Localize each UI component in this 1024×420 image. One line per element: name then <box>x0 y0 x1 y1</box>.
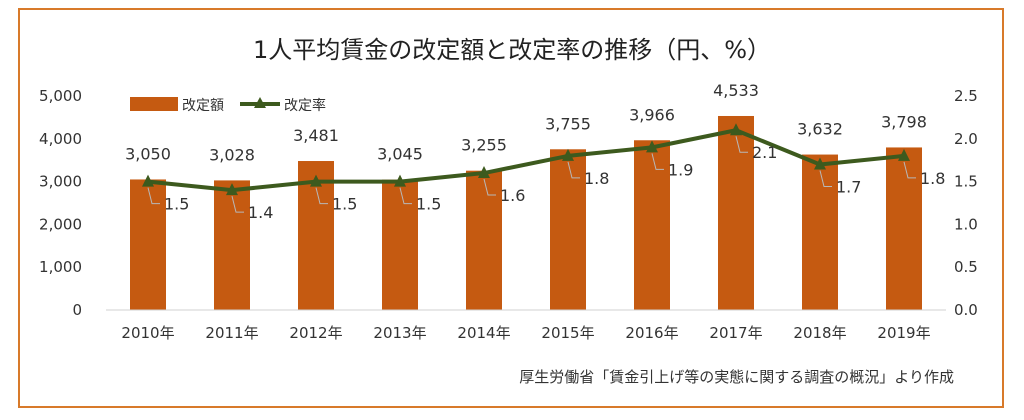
line-value-label: 1.5 <box>416 195 441 214</box>
bar-value-label: 3,255 <box>461 136 507 155</box>
leader-line <box>315 187 328 205</box>
x-tick-label: 2018年 <box>793 324 846 342</box>
bar <box>214 180 250 310</box>
left-axis: 0 1,000 2,000 3,000 4,000 5,000 <box>39 87 82 319</box>
line-value-label: 1.6 <box>500 186 525 205</box>
bar-value-label: 3,755 <box>545 114 591 133</box>
right-tick-label: 0.0 <box>954 301 978 319</box>
line-marker <box>142 174 154 187</box>
line-series <box>142 123 910 196</box>
x-tick-label: 2013年 <box>373 324 426 342</box>
leader-line <box>903 161 916 179</box>
right-tick-label: 2.0 <box>954 130 978 148</box>
legend-bar-swatch <box>130 97 178 111</box>
line-marker <box>478 166 490 179</box>
leader-line <box>651 153 664 170</box>
right-tick-label: 1.5 <box>954 173 978 191</box>
x-tick-label: 2011年 <box>205 324 258 342</box>
line-value-label: 1.4 <box>248 203 273 222</box>
bar-value-label: 3,966 <box>629 105 675 124</box>
line-path <box>147 128 905 193</box>
leader-line <box>231 196 244 213</box>
chart-frame <box>18 8 1004 408</box>
bar <box>550 149 586 310</box>
right-tick-label: 2.5 <box>954 87 978 105</box>
left-tick-label: 5,000 <box>39 87 82 105</box>
legend-line-label: 改定率 <box>284 97 326 114</box>
bar-value-label: 3,028 <box>209 145 255 164</box>
line-marker <box>310 174 322 187</box>
bar-value-label: 3,798 <box>881 112 927 131</box>
line-value-label: 2.1 <box>752 143 777 162</box>
line-value-label: 1.8 <box>584 169 609 188</box>
left-tick-label: 0 <box>72 301 82 319</box>
chart-title: 1人平均賃金の改定額と改定率の推移（円、%） <box>253 36 771 64</box>
line-marker <box>646 140 658 153</box>
left-tick-label: 1,000 <box>39 258 82 276</box>
leader-line <box>399 187 412 205</box>
bar <box>382 179 418 310</box>
x-tick-label: 2016年 <box>625 324 678 342</box>
data-labels: 3,050 3,028 3,481 3,045 3,255 3,755 3,966 4,533… <box>125 81 945 222</box>
bar <box>466 170 502 310</box>
legend-line-marker <box>254 97 266 108</box>
bar-value-label: 3,050 <box>125 144 171 163</box>
bar <box>886 147 922 310</box>
line-marker <box>898 148 910 161</box>
legend: 改定額 改定率 <box>130 97 326 114</box>
leader-line <box>147 187 160 205</box>
x-tick-label: 2017年 <box>709 324 762 342</box>
leader-line <box>483 178 496 196</box>
bar-value-label: 3,045 <box>377 145 423 164</box>
line-value-label: 1.7 <box>836 177 861 196</box>
legend-bar-label: 改定額 <box>182 98 224 114</box>
line-marker <box>730 123 742 136</box>
x-tick-label: 2014年 <box>457 324 510 342</box>
line-value-label: 1.5 <box>332 195 357 214</box>
x-tick-label: 2019年 <box>877 324 930 342</box>
bar <box>718 115 754 310</box>
x-tick-label: 2015年 <box>541 324 594 342</box>
source-note: 厚生労働省「賃金引上げ等の実態に関する調査の概況」より作成 <box>519 368 954 386</box>
right-tick-label: 0.5 <box>954 258 978 276</box>
left-tick-label: 2,000 <box>39 215 82 233</box>
bar-value-label: 4,533 <box>713 81 759 100</box>
line-marker <box>394 174 406 187</box>
line-marker <box>814 157 826 170</box>
bar-series <box>130 115 922 310</box>
bar-value-label: 3,632 <box>797 120 843 139</box>
right-axis: 0.0 0.5 1.0 1.5 2.0 2.5 <box>954 87 978 319</box>
bar <box>634 140 670 310</box>
bar <box>802 154 838 310</box>
left-tick-label: 3,000 <box>39 173 82 191</box>
x-axis: 2010年 2011年 2012年 2013年 2014年 2015年 2016年 2017年… <box>106 309 946 342</box>
x-tick-label: 2010年 <box>121 324 174 342</box>
line-marker <box>562 148 574 161</box>
bar <box>130 179 166 310</box>
line-value-label: 1.5 <box>164 195 189 214</box>
leader-line <box>735 136 748 153</box>
leader-line <box>567 161 580 179</box>
line-value-label: 1.8 <box>920 169 945 188</box>
line-marker <box>226 183 238 196</box>
x-tick-label: 2012年 <box>289 324 342 342</box>
leader-line <box>819 170 832 187</box>
line-value-label: 1.9 <box>668 160 693 179</box>
bar-value-label: 3,481 <box>293 126 339 145</box>
right-tick-label: 1.0 <box>954 215 978 233</box>
left-tick-label: 4,000 <box>39 130 82 148</box>
